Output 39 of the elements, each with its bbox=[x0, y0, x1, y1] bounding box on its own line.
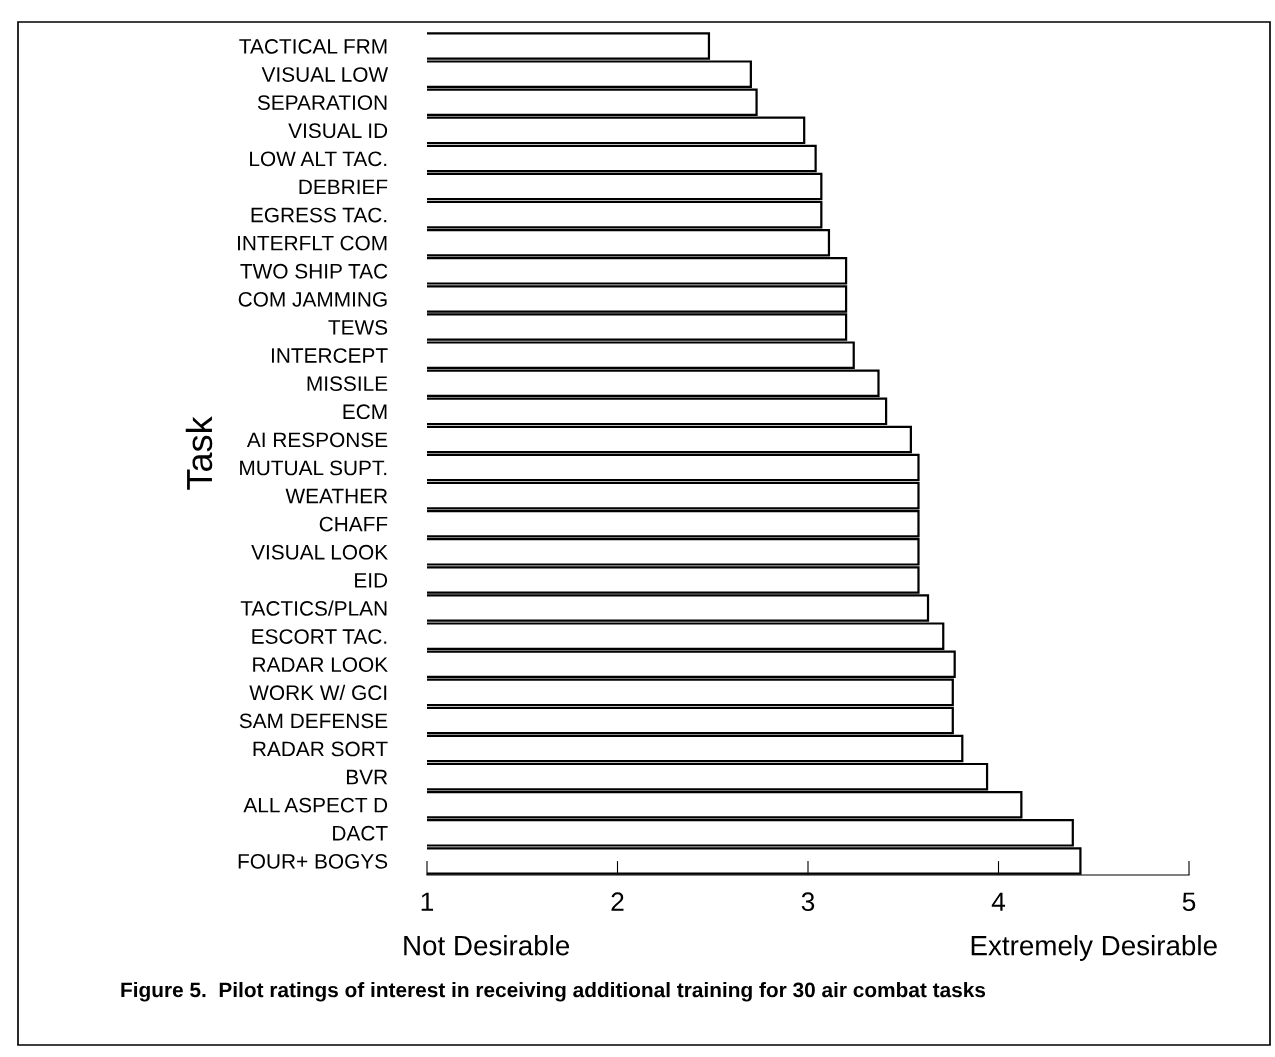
y-tick-label: TACTICAL FRM bbox=[239, 39, 387, 54]
y-tick-label: ECM bbox=[343, 404, 387, 420]
text: Not Desirable bbox=[404, 935, 570, 956]
y-tick-label: WORK W/ GCI bbox=[249, 684, 387, 701]
x-tick-label: 2 bbox=[611, 892, 624, 911]
y-tick-label: SAM DEFENSE bbox=[239, 713, 388, 729]
y-tick-label: WEATHER bbox=[285, 488, 388, 504]
y-tick-label: VISUAL ID bbox=[288, 123, 388, 139]
y-tick-label: MISSILE bbox=[307, 376, 388, 391]
x-tick-label: 5 bbox=[1182, 892, 1196, 912]
y-tick-label: TWO SHIP TAC bbox=[240, 263, 388, 279]
caption: Figure 5. Pilot ratings of interest in receiving additional training for 30 air combat tasks bbox=[121, 982, 986, 1002]
y-tick-label: TACTICS/PLAN bbox=[240, 600, 387, 616]
y-tick-label: RADAR LOOK bbox=[253, 657, 388, 672]
x-tick-label: 3 bbox=[801, 892, 815, 912]
y-tick-label: LOW ALT TAC. bbox=[250, 151, 387, 167]
y-tick-label: EID bbox=[355, 573, 388, 588]
y-tick-label: AI RESPONSE bbox=[246, 432, 388, 448]
x-tick-label: 4 bbox=[991, 892, 1006, 911]
y-tick-label: COM JAMMING bbox=[238, 291, 387, 307]
y-tick-label: MUTUAL SUPT. bbox=[240, 460, 387, 476]
x-tick-label: 1 bbox=[421, 892, 434, 911]
y-axis-title: Task bbox=[185, 416, 213, 490]
y-tick-label: RADAR SORT bbox=[253, 741, 388, 757]
y-tick-label: EGRESS TAC. bbox=[251, 207, 387, 223]
y-tick-label: VISUAL LOW bbox=[261, 67, 389, 82]
y-tick-label: TEWS bbox=[328, 320, 388, 335]
y-tick-label: ESCORT TAC. bbox=[252, 629, 387, 644]
text: Extremely Desirable bbox=[971, 935, 1217, 961]
y-tick-label: CHAFF bbox=[319, 516, 388, 532]
y-tick-label: FOUR+ BOGYS bbox=[238, 853, 388, 869]
y-tick-label: DACT bbox=[333, 825, 388, 841]
y-tick-label: ALL ASPECT D bbox=[243, 797, 388, 813]
y-tick-label: BVR bbox=[346, 769, 388, 785]
y-tick-label: DEBRIEF bbox=[299, 179, 388, 195]
y-tick-label: VISUAL LOOK bbox=[251, 544, 388, 560]
y-tick-label: SEPARATION bbox=[257, 95, 387, 110]
y-tick-label: INTERCEPT bbox=[271, 348, 388, 363]
y-tick-label: INTERFLT COM bbox=[238, 235, 387, 251]
